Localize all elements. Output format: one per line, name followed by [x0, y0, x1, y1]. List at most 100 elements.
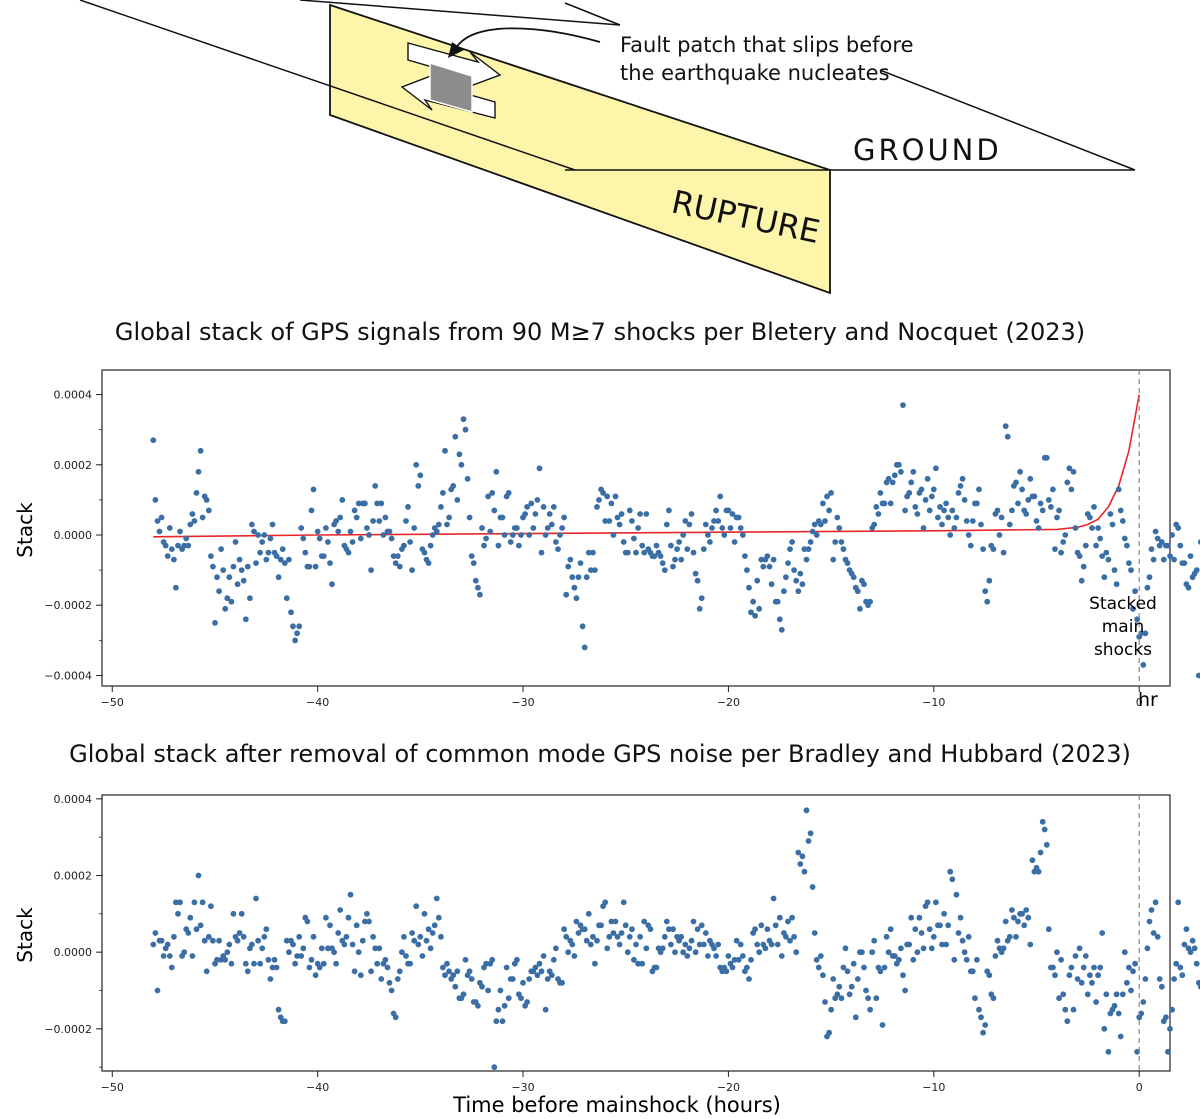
chart1-data-point	[548, 521, 555, 528]
chart1-data-point	[668, 542, 674, 549]
chart1-data-point	[887, 500, 894, 507]
chart1-data-point	[300, 535, 307, 542]
chart1-data-point	[1035, 525, 1042, 531]
chart1-data-point	[177, 528, 183, 535]
chart2-data-point	[1041, 826, 1048, 833]
chart1-data-point	[1167, 553, 1173, 559]
chart1-data-point	[873, 504, 880, 510]
chart1-data-point	[783, 574, 789, 581]
chart2-data-point	[158, 937, 165, 944]
chart1-data-point	[867, 598, 873, 605]
chart1-data-point	[1027, 475, 1034, 482]
ground-label: GROUND	[853, 133, 1002, 167]
chart1-data-point	[963, 518, 970, 524]
chart1-data-point	[468, 553, 475, 559]
chart1-data-point	[1062, 532, 1069, 538]
chart2-data-point	[1103, 991, 1110, 998]
chart1-data-point	[795, 588, 802, 595]
chart1-data-point	[1023, 511, 1030, 517]
chart2-data-point	[1045, 926, 1052, 933]
chart1-data-point	[719, 525, 726, 531]
chart1-data-point	[168, 546, 175, 552]
chart2-data-point	[583, 937, 590, 944]
chart2-x-tick-label: −40	[306, 1081, 329, 1094]
chart1-data-point	[353, 514, 360, 521]
chart1-data-point	[764, 553, 771, 559]
chart2-data-point	[918, 930, 925, 936]
chart2-data-point	[941, 910, 947, 917]
chart1-data-point	[1121, 535, 1128, 542]
chart1-data-point	[1126, 560, 1132, 566]
chart2-data-point	[1113, 991, 1120, 998]
chart2-data-point	[534, 972, 541, 979]
chart2-y-tick-label: 0.0002	[54, 870, 93, 883]
chart2-data-point	[1021, 922, 1028, 929]
chart1-data-point	[608, 500, 615, 507]
chart2-data-point	[300, 945, 307, 952]
chart2-data-point	[438, 933, 444, 940]
chart2-data-point	[799, 853, 806, 860]
chart1-data-point	[540, 504, 547, 510]
chart1-data-point	[355, 500, 362, 507]
chart1-x-tick-label: −40	[306, 696, 329, 709]
chart1-data-point	[1000, 549, 1007, 556]
chart2-data-point	[1117, 1033, 1124, 1040]
chart1-data-point	[850, 574, 857, 581]
chart2-data-point	[275, 1006, 282, 1013]
chart2-data-point	[296, 933, 303, 940]
chart2-data-point	[536, 960, 543, 967]
chart2-data-point	[1095, 972, 1101, 979]
slip-arrow-upper	[407, 42, 502, 90]
chart2-data-point	[1171, 976, 1177, 982]
chart2-data-point	[571, 953, 578, 959]
chart1-data-point	[817, 521, 824, 528]
chart1-data-point	[226, 574, 233, 581]
chart1-data-point	[698, 595, 705, 602]
chart2-data-point	[836, 983, 843, 990]
chart2-data-point	[735, 956, 742, 963]
chart2-data-point	[1080, 964, 1087, 971]
chart1-data-point	[290, 623, 296, 630]
chart1-data-point	[587, 567, 594, 573]
chart1-data-point	[585, 549, 592, 556]
chart2-data-point	[637, 933, 643, 940]
chart2-data-point	[501, 1002, 508, 1009]
chart1-data-point	[536, 465, 543, 472]
chart2-data-point	[957, 914, 964, 921]
chart1-data-point	[347, 528, 354, 535]
chart1-data-point	[386, 528, 393, 535]
chart1-data-point	[557, 532, 563, 538]
chart2-data-point	[883, 933, 890, 940]
chart1-data-point	[727, 525, 734, 531]
chart1-data-point	[440, 490, 446, 496]
chart2-data-point	[366, 918, 372, 925]
chart1-data-point	[935, 514, 941, 521]
chart2-data-point	[844, 968, 851, 975]
chart1-data-point	[641, 549, 648, 556]
chart2-data-point	[1019, 910, 1025, 917]
chart2-data-point	[1072, 953, 1079, 959]
chart1-data-point	[185, 542, 192, 549]
fault-diagram: Fault patch that slips before the earthq…	[79, 0, 1136, 295]
chart1-data-point	[930, 486, 937, 493]
chart1-data-point	[1006, 521, 1013, 528]
chart2-data-point	[992, 953, 999, 959]
chart2-data-point	[1027, 941, 1034, 948]
chart1-data-point	[195, 468, 202, 475]
chart1-data-point	[1169, 532, 1175, 538]
chart2-data-point	[505, 995, 512, 1002]
chart2-data-point	[770, 895, 777, 902]
chart1-data-point	[978, 521, 984, 528]
chart1-data-point	[912, 504, 919, 510]
chart1-data-point	[335, 528, 342, 535]
chart2-data-point	[1189, 937, 1196, 944]
chart1-data-point	[189, 511, 196, 517]
chart1-data-point	[255, 532, 261, 538]
chart2-data-point	[933, 899, 939, 906]
chart1-data-point	[380, 532, 387, 538]
chart2-data-point	[690, 918, 697, 925]
chart1-data-point	[891, 472, 898, 479]
chart2-data-point	[544, 976, 551, 982]
chart2-data-point	[396, 968, 403, 975]
chart1-data-point	[370, 518, 376, 524]
